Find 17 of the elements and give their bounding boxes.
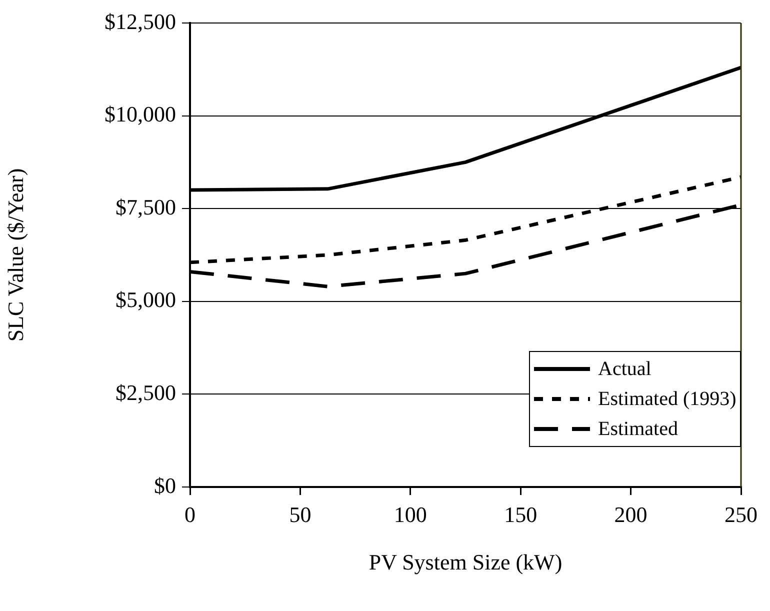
x-tick-label: 100 [394, 502, 427, 527]
x-axis-title: PV System Size (kW) [368, 550, 562, 575]
legend-label: Actual [598, 358, 652, 380]
legend-label: Estimated [598, 418, 678, 440]
x-tick-label: 50 [289, 502, 312, 527]
x-tick-label: 0 [184, 502, 196, 527]
y-tick-label: $5,000 [116, 287, 176, 312]
x-tick-label: 150 [504, 502, 538, 527]
x-tick-label: 250 [724, 502, 758, 527]
x-tick-label: 200 [614, 502, 648, 527]
y-tick-label: $0 [154, 472, 176, 498]
y-tick-label: $2,500 [116, 380, 176, 405]
legend-label: Estimated (1993) [598, 388, 736, 410]
y-tick-label: $7,500 [116, 194, 176, 220]
y-tick-label: $12,500 [104, 8, 176, 34]
y-axis-title: SLC Value ($/Year) [2, 168, 28, 342]
y-tick-label: $10,000 [104, 102, 176, 127]
